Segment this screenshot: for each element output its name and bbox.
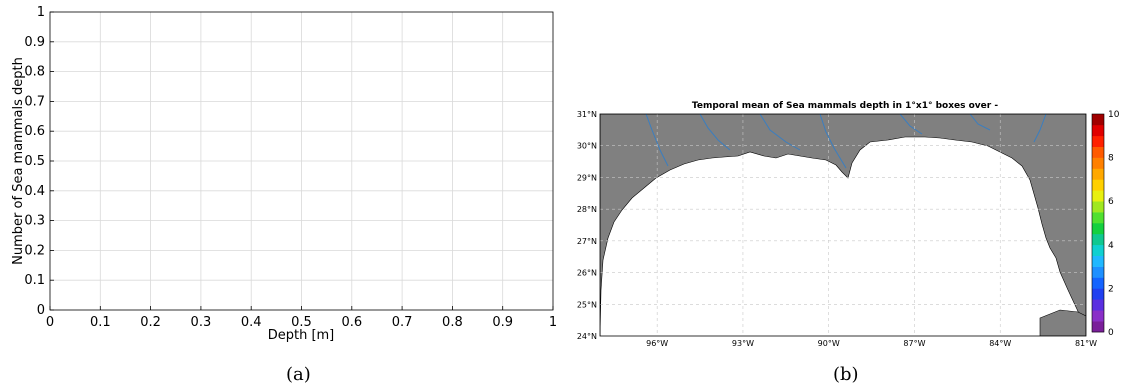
colorbar-segment — [1092, 223, 1104, 235]
caption-b: (b) — [833, 364, 859, 385]
chart-a-y-tick-label: 0.1 — [24, 273, 45, 288]
chart-a-x-tick-label: 0.9 — [492, 315, 513, 330]
chart-b-lon-tick-label: 93°W — [732, 339, 754, 348]
colorbar-segment — [1092, 168, 1104, 180]
chart-b-lon-ticks: 96°W 93°W 90°W 87°W 84°W 81°W — [646, 339, 1097, 348]
chart-b-lat-tick-label: 31°N — [577, 110, 597, 119]
colorbar-segment — [1092, 299, 1104, 311]
map-cuba-edge — [1039, 309, 1086, 336]
chart-b-lon-tick-label: 87°W — [903, 339, 925, 348]
chart-b-lat-tick-label: 24°N — [577, 332, 597, 341]
chart-b-map-frame — [599, 113, 1087, 337]
chart-b-lon-tick-label: 84°W — [989, 339, 1011, 348]
chart-b-lat-tick-label: 25°N — [577, 300, 597, 309]
colorbar-segment — [1092, 135, 1104, 147]
colorbar-segment — [1092, 288, 1104, 300]
chart-a-y-tick-label: 0 — [37, 303, 45, 318]
chart-b-lon-tick-label: 96°W — [646, 339, 668, 348]
chart-a-y-tick-label: 0.6 — [24, 124, 45, 139]
chart-a-x-ticks: 0 0.1 0.2 0.3 0.4 0.5 0.6 0.7 0.8 0.9 1 — [46, 306, 557, 330]
chart-a-y-axis-label: Number of Sea mammals depth — [11, 57, 26, 265]
colorbar-segment — [1092, 179, 1104, 191]
colorbar-segment — [1092, 124, 1104, 137]
chart-b-lat-tick-label: 28°N — [577, 205, 597, 214]
colorbar-segment — [1092, 201, 1104, 213]
colorbar-segment — [1092, 212, 1104, 224]
chart-a-y-tick-label: 0.5 — [24, 154, 45, 169]
chart-a-x-tick-label: 0.4 — [241, 315, 262, 330]
colorbar-segment — [1092, 114, 1104, 126]
colorbar-segment — [1092, 321, 1104, 333]
colorbar-segment — [1092, 190, 1104, 202]
colorbar-segment — [1092, 146, 1104, 158]
colorbar-segment — [1092, 244, 1104, 256]
chart-a-x-axis-label: Depth [m] — [268, 328, 335, 343]
map-rivers — [645, 114, 1047, 169]
chart-a-x-tick-label: 0.3 — [191, 315, 212, 330]
colorbar-ticks: 0 2 4 6 8 10 — [1108, 110, 1120, 338]
colorbar-segment — [1092, 277, 1104, 289]
chart-b-grid — [600, 114, 1086, 336]
colorbar-segment — [1092, 255, 1104, 267]
chart-a: 0 0.1 0.2 0.3 0.4 0.5 0.6 0.7 0.8 0.9 1 0 0.1 0.2 0.3… — [11, 5, 557, 343]
colorbar-tick-label: 8 — [1108, 154, 1114, 164]
chart-b: Temporal mean of Sea mammals depth in 1°… — [577, 101, 1120, 348]
chart-b-lon-tick-label: 90°W — [818, 339, 840, 348]
colorbar-segment — [1092, 266, 1104, 278]
chart-a-x-tick-label: 1 — [549, 315, 557, 330]
colorbar — [1091, 113, 1105, 333]
colorbar-tick-label: 10 — [1108, 110, 1120, 120]
colorbar-tick-label: 6 — [1108, 197, 1114, 207]
chart-a-x-tick-label: 0.8 — [442, 315, 463, 330]
caption-a: (a) — [286, 364, 311, 385]
chart-b-lat-tick-label: 26°N — [577, 269, 597, 278]
chart-b-lat-tick-label: 29°N — [577, 173, 597, 182]
chart-a-y-tick-label: 0.4 — [24, 184, 45, 199]
colorbar-tick-label: 4 — [1108, 241, 1114, 251]
colorbar-segment — [1092, 233, 1104, 246]
colorbar-tick-label: 2 — [1108, 284, 1114, 294]
chart-b-lon-tick-label: 81°W — [1075, 339, 1097, 348]
chart-a-y-ticks: 0 0.1 0.2 0.3 0.4 0.5 0.6 0.7 0.8 0.9 1 — [24, 5, 54, 318]
chart-a-y-tick-label: 0.2 — [24, 243, 45, 258]
chart-a-x-tick-label: 0.6 — [341, 315, 362, 330]
colorbar-frame — [1091, 113, 1105, 333]
chart-b-lat-ticks: 24°N 25°N 26°N 27°N 28°N 29°N 30°N 31°N — [577, 110, 597, 341]
colorbar-segment — [1092, 310, 1104, 322]
colorbar-segment — [1092, 157, 1104, 169]
chart-b-lat-tick-label: 30°N — [577, 142, 597, 151]
chart-a-y-tick-label: 0.9 — [24, 35, 45, 50]
chart-a-y-tick-label: 0.8 — [24, 65, 45, 80]
chart-a-grid — [50, 12, 553, 310]
chart-a-y-tick-label: 0.7 — [24, 94, 45, 109]
chart-a-y-tick-label: 0.3 — [24, 214, 45, 229]
chart-b-title: Temporal mean of Sea mammals depth in 1°… — [692, 101, 998, 111]
chart-a-x-tick-label: 0.2 — [140, 315, 161, 330]
colorbar-tick-label: 0 — [1108, 328, 1114, 338]
chart-b-lat-tick-label: 27°N — [577, 237, 597, 246]
chart-a-y-tick-label: 1 — [37, 5, 45, 20]
chart-a-x-tick-label: 0.7 — [392, 315, 413, 330]
chart-a-x-tick-label: 0.5 — [291, 315, 312, 330]
chart-a-x-tick-label: 0 — [46, 315, 54, 330]
chart-a-x-tick-label: 0.1 — [90, 315, 111, 330]
